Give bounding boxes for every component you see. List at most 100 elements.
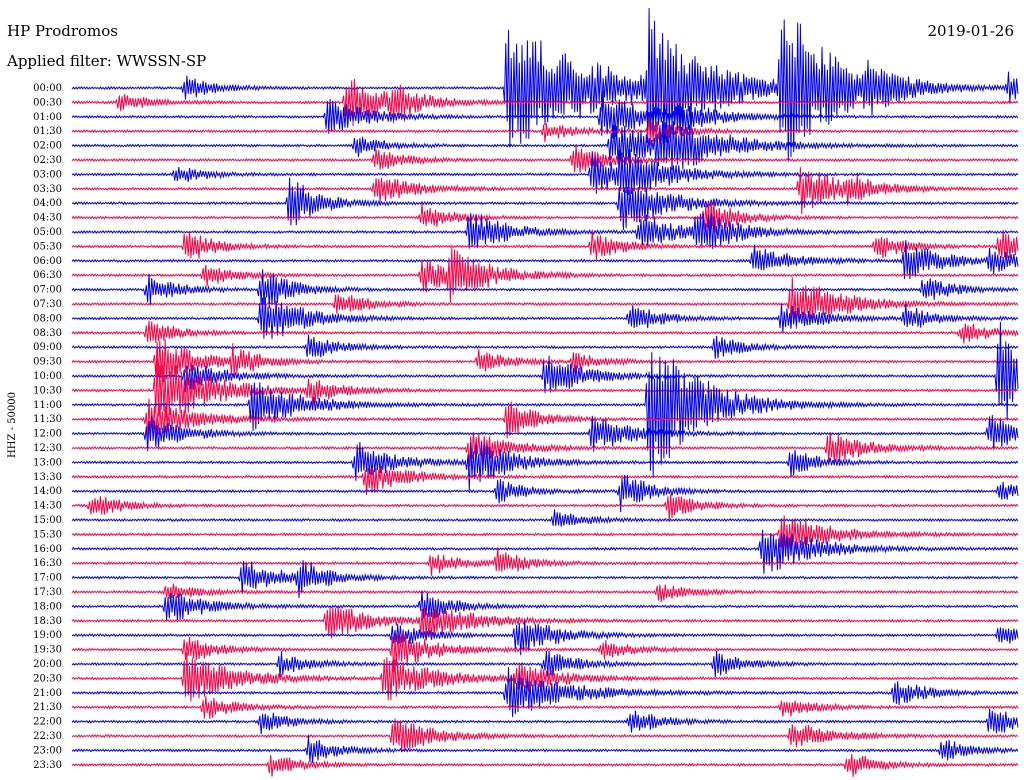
time-tick-label: 00:30 <box>33 97 62 108</box>
trace-line <box>71 441 1019 491</box>
time-tick-label: 20:00 <box>33 659 62 670</box>
time-tick-label: 02:30 <box>33 155 62 166</box>
time-tick-label: 09:30 <box>33 357 62 368</box>
time-tick-label: 00:00 <box>33 83 62 94</box>
trace-line <box>71 339 1019 383</box>
trace-line <box>71 240 1019 280</box>
trace-line <box>71 606 1019 639</box>
trace-line <box>71 167 1019 215</box>
time-tick-label: 09:00 <box>33 342 62 353</box>
time-tick-label: 22:00 <box>33 717 62 728</box>
trace-line <box>71 201 1019 235</box>
trace-lines <box>71 7 1019 778</box>
time-tick-label: 17:30 <box>33 587 62 598</box>
station-title: HP Prodromos <box>7 22 118 40</box>
time-tick-label: 18:00 <box>33 601 62 612</box>
filter-label: Applied filter: WWSSN-SP <box>6 52 206 70</box>
trace-line <box>71 754 1019 778</box>
trace-line <box>71 735 1019 764</box>
time-tick-label: 05:30 <box>33 241 62 252</box>
trace-line <box>71 7 1019 162</box>
date-label: 2019-01-26 <box>928 22 1014 40</box>
time-tick-label: 03:00 <box>33 169 62 180</box>
trace-line <box>71 320 1019 344</box>
trace-line <box>71 652 1019 702</box>
trace-line <box>71 358 1019 421</box>
time-tick-label: 06:30 <box>33 270 62 281</box>
trace-line <box>71 494 1019 520</box>
trace-line <box>71 177 1019 230</box>
time-tick-label: 07:30 <box>33 299 62 310</box>
time-tick-label: 05:00 <box>33 227 62 238</box>
trace-line <box>71 78 1019 127</box>
time-tick-label: 13:00 <box>33 457 62 468</box>
time-tick-label: 11:30 <box>33 414 62 425</box>
trace-line <box>71 650 1019 678</box>
trace-line <box>71 696 1019 719</box>
channel-axis-label: HHZ - 50000 <box>7 392 18 458</box>
time-tick-label: 06:00 <box>33 256 62 267</box>
trace-line <box>71 431 1019 467</box>
trace-line <box>71 269 1019 309</box>
time-tick-label: 07:00 <box>33 285 62 296</box>
trace-line <box>71 213 1019 249</box>
trace-line <box>71 120 1019 170</box>
trace-line <box>71 631 1019 673</box>
time-tick-label: 03:30 <box>33 184 62 195</box>
trace-line <box>71 90 1019 139</box>
time-tick-label: 13:30 <box>33 472 62 483</box>
time-tick-label: 08:00 <box>33 313 62 324</box>
time-tick-labels: 00:00 00:30 01:00 01:30 02:00 02:30 03:00 03:30… <box>33 83 62 771</box>
trace-line <box>71 718 1019 753</box>
trace-line <box>71 398 1019 439</box>
time-tick-label: 23:30 <box>33 760 62 771</box>
time-tick-label: 14:00 <box>33 486 62 497</box>
time-tick-label: 15:00 <box>33 515 62 526</box>
trace-line <box>71 149 1019 196</box>
time-tick-label: 12:30 <box>33 443 62 454</box>
trace-line <box>71 708 1019 735</box>
time-tick-label: 02:00 <box>33 141 62 152</box>
time-tick-label: 19:00 <box>33 630 62 641</box>
trace-line <box>71 296 1019 339</box>
time-tick-label: 18:30 <box>33 616 62 627</box>
time-tick-label: 23:00 <box>33 745 62 756</box>
trace-line <box>71 590 1019 621</box>
time-tick-label: 10:30 <box>33 385 62 396</box>
trace-line <box>71 334 1019 359</box>
trace-line <box>71 667 1019 718</box>
trace-line <box>71 247 1019 303</box>
time-tick-label: 12:00 <box>33 429 62 440</box>
trace-line <box>71 277 1019 329</box>
time-tick-label: 20:30 <box>33 673 62 684</box>
trace-line <box>71 352 1019 479</box>
trace-line <box>71 117 1019 146</box>
trace-line <box>71 583 1019 603</box>
time-tick-label: 04:30 <box>33 213 62 224</box>
time-tick-label: 16:30 <box>33 558 62 569</box>
time-tick-label: 22:30 <box>33 731 62 742</box>
trace-line <box>71 229 1019 261</box>
time-tick-label: 08:30 <box>33 328 62 339</box>
trace-line <box>71 515 1019 553</box>
time-tick-label: 16:00 <box>33 544 62 555</box>
time-tick-label: 15:30 <box>33 529 62 540</box>
trace-line <box>71 547 1019 576</box>
time-tick-label: 21:00 <box>33 688 62 699</box>
time-tick-label: 17:00 <box>33 573 62 584</box>
trace-line <box>71 414 1019 452</box>
trace-line <box>71 560 1019 599</box>
time-tick-label: 04:00 <box>33 198 62 209</box>
time-tick-label: 01:30 <box>33 126 62 137</box>
trace-line <box>71 620 1019 656</box>
time-tick-label: 10:00 <box>33 371 62 382</box>
trace-line <box>71 145 1019 173</box>
trace-line <box>71 509 1019 527</box>
trace-line <box>71 529 1019 574</box>
time-tick-label: 01:00 <box>33 112 62 123</box>
trace-line <box>71 474 1019 513</box>
time-tick-label: 19:30 <box>33 645 62 656</box>
trace-line <box>71 465 1019 496</box>
time-tick-label: 11:00 <box>33 400 62 411</box>
